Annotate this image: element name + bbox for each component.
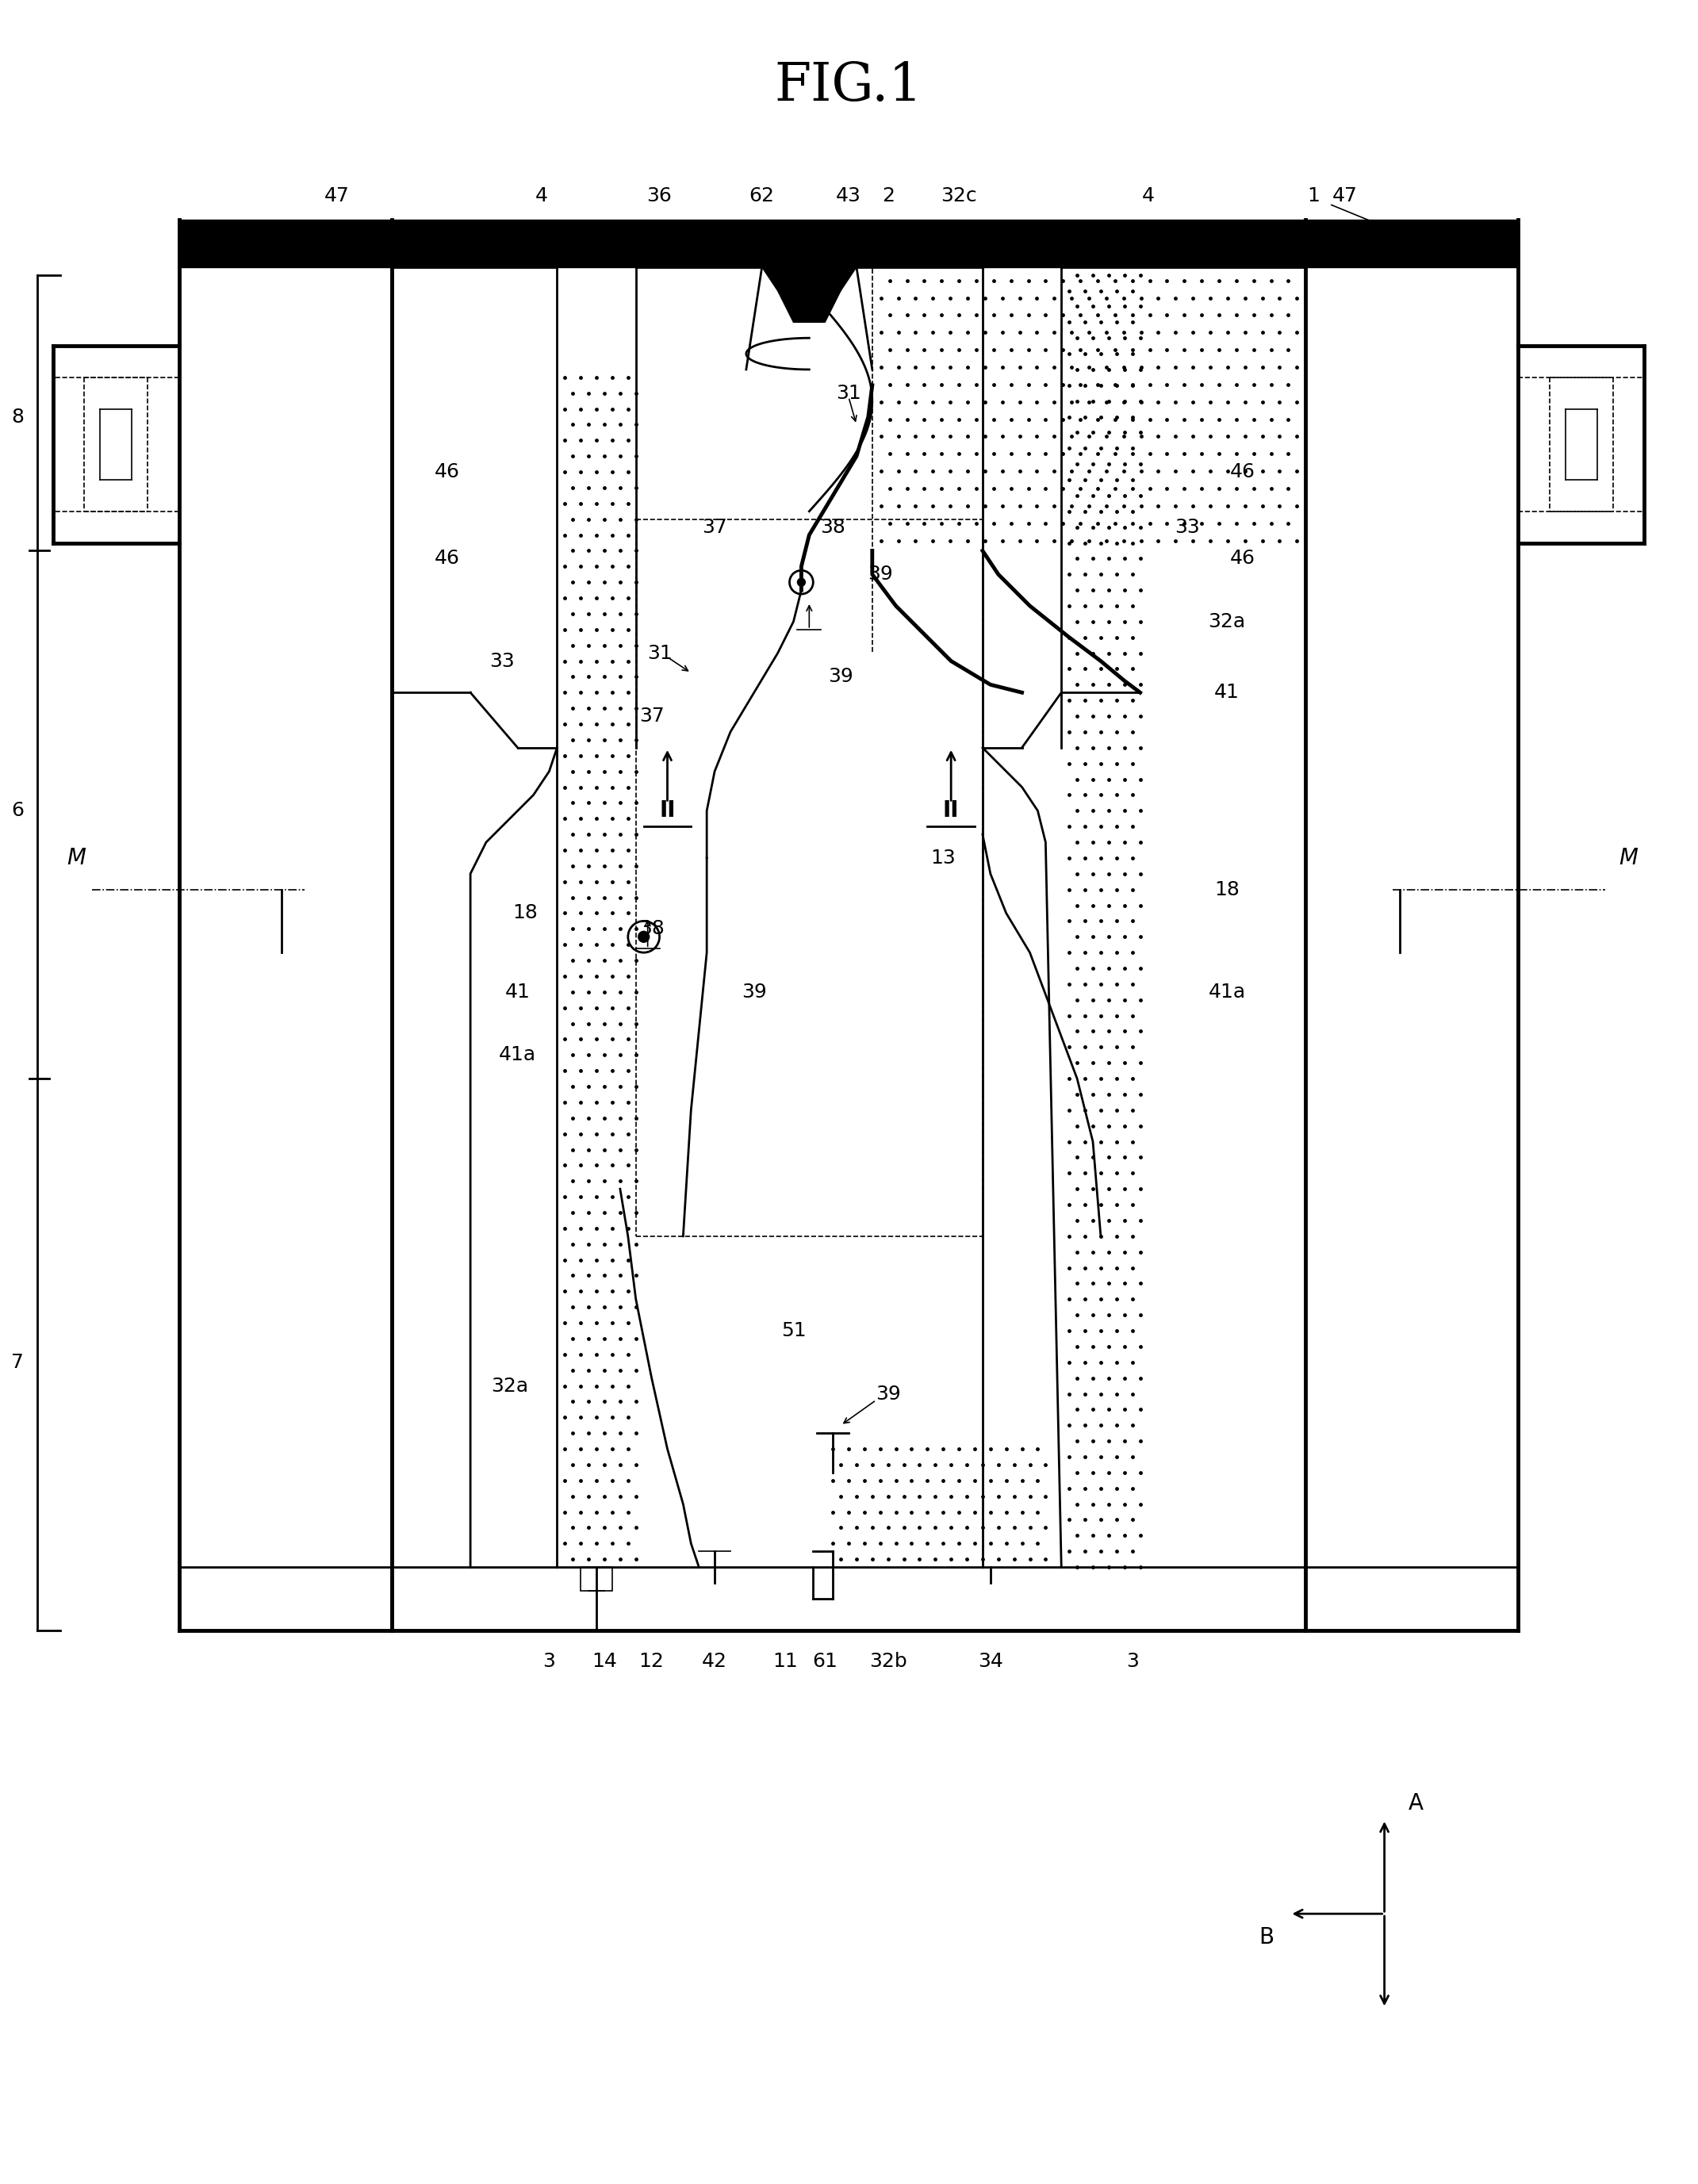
Text: 33: 33 bbox=[489, 651, 514, 670]
Text: A: A bbox=[1408, 1793, 1423, 1815]
Text: 46: 46 bbox=[1229, 463, 1255, 480]
Text: FIG.1: FIG.1 bbox=[774, 59, 922, 111]
Circle shape bbox=[798, 579, 805, 585]
Text: 1: 1 bbox=[1307, 186, 1319, 205]
Text: 13: 13 bbox=[931, 847, 956, 867]
Text: 41a: 41a bbox=[499, 1046, 537, 1064]
Polygon shape bbox=[778, 290, 841, 323]
Text: 4: 4 bbox=[1141, 186, 1155, 205]
Text: 38: 38 bbox=[638, 919, 664, 939]
Text: 43: 43 bbox=[835, 186, 861, 205]
Text: 41: 41 bbox=[504, 983, 530, 1002]
Text: 39: 39 bbox=[742, 983, 766, 1002]
Text: 11: 11 bbox=[773, 1651, 798, 1671]
Text: 3: 3 bbox=[543, 1651, 555, 1671]
Text: 32b: 32b bbox=[869, 1651, 907, 1671]
Text: 2: 2 bbox=[881, 186, 895, 205]
Text: 51: 51 bbox=[781, 1321, 807, 1341]
Text: 37: 37 bbox=[701, 518, 727, 537]
Polygon shape bbox=[762, 266, 856, 290]
Text: 18: 18 bbox=[1214, 880, 1240, 900]
Text: 12: 12 bbox=[638, 1651, 664, 1671]
Text: 4: 4 bbox=[535, 186, 548, 205]
Text: 41a: 41a bbox=[1209, 983, 1246, 1002]
Text: B: B bbox=[1258, 1926, 1274, 1948]
Text: 61: 61 bbox=[812, 1651, 837, 1671]
Text: 41: 41 bbox=[1214, 684, 1240, 701]
Bar bbox=[581, 1568, 613, 1590]
Text: 7: 7 bbox=[10, 1352, 24, 1372]
Text: 8: 8 bbox=[10, 406, 24, 426]
Text: M: M bbox=[66, 847, 87, 869]
Text: M: M bbox=[1620, 847, 1639, 869]
Circle shape bbox=[638, 930, 649, 941]
Text: 36: 36 bbox=[647, 186, 672, 205]
Text: 31: 31 bbox=[835, 384, 861, 402]
Text: 46: 46 bbox=[435, 463, 460, 480]
Text: II: II bbox=[659, 799, 676, 821]
Text: 47: 47 bbox=[1333, 186, 1358, 205]
Text: 39: 39 bbox=[876, 1385, 900, 1404]
Text: 34: 34 bbox=[978, 1651, 1004, 1671]
Text: 32a: 32a bbox=[491, 1376, 528, 1396]
Text: 32c: 32c bbox=[941, 186, 976, 205]
Text: 38: 38 bbox=[820, 518, 846, 537]
Text: 18: 18 bbox=[513, 904, 538, 922]
Text: 47: 47 bbox=[324, 186, 350, 205]
Text: 31: 31 bbox=[647, 644, 672, 662]
Text: 37: 37 bbox=[638, 708, 664, 725]
Text: 46: 46 bbox=[1229, 548, 1255, 568]
Text: 39: 39 bbox=[829, 668, 854, 686]
Text: 62: 62 bbox=[749, 186, 774, 205]
Text: 39: 39 bbox=[868, 566, 893, 583]
Text: 46: 46 bbox=[435, 548, 460, 568]
Text: 42: 42 bbox=[701, 1651, 727, 1671]
Text: 33: 33 bbox=[1175, 518, 1200, 537]
Text: 14: 14 bbox=[591, 1651, 616, 1671]
Text: 3: 3 bbox=[1126, 1651, 1139, 1671]
Text: 6: 6 bbox=[10, 802, 24, 821]
Text: II: II bbox=[942, 799, 959, 821]
Text: 32a: 32a bbox=[1209, 612, 1246, 631]
